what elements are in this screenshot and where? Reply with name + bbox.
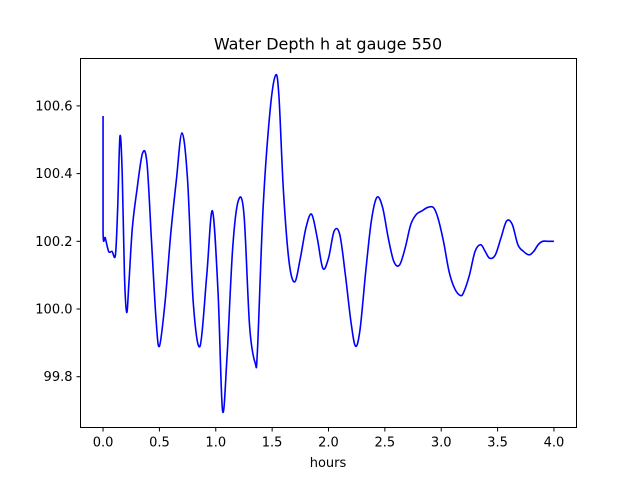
x-tick-label: 0.0 bbox=[93, 436, 114, 451]
x-tick-label: 3.5 bbox=[487, 436, 508, 451]
y-tick-label: 99.8 bbox=[44, 370, 73, 385]
y-tick-label: 100.2 bbox=[35, 235, 72, 250]
x-tick-label: 1.0 bbox=[205, 436, 226, 451]
plot-area bbox=[102, 73, 554, 414]
series-line-0 bbox=[102, 73, 554, 414]
x-tick-label: 0.5 bbox=[149, 436, 170, 451]
x-axis: 0.0 0.5 1.0 1.5 2.0 2.5 3.0 3.5 4.0 bbox=[93, 427, 565, 451]
y-axis: 99.8 100.0 100.2 100.4 100.6 bbox=[35, 99, 81, 385]
plot-frame bbox=[80, 58, 577, 428]
y-tick-label: 100.6 bbox=[35, 99, 72, 114]
chart-title: Water Depth h at gauge 550 bbox=[214, 35, 442, 54]
x-tick-label: 4.0 bbox=[544, 436, 565, 451]
y-tick-label: 100.4 bbox=[35, 167, 72, 182]
x-tick-label: 2.5 bbox=[375, 436, 396, 451]
x-tick-label: 1.5 bbox=[262, 436, 283, 451]
x-axis-label: hours bbox=[310, 456, 347, 471]
y-tick-label: 100.0 bbox=[35, 303, 72, 318]
x-tick-label: 2.0 bbox=[318, 436, 339, 451]
x-tick-label: 3.0 bbox=[431, 436, 452, 451]
